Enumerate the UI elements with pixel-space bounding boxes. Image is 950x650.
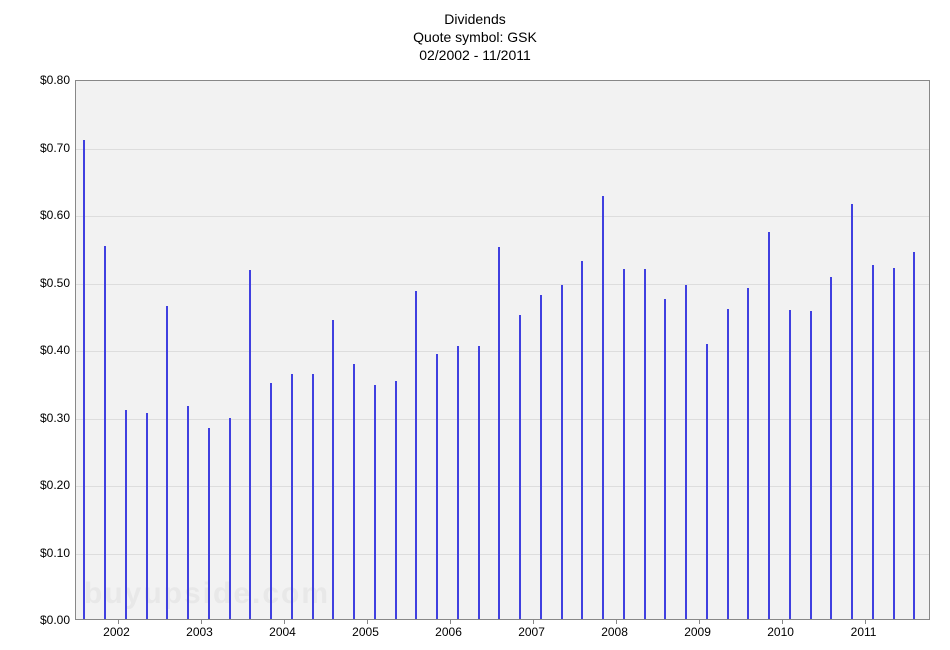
dividend-bar [540, 295, 542, 619]
dividend-bar [478, 346, 480, 619]
dividend-bar [602, 196, 604, 619]
dividends-chart: Dividends Quote symbol: GSK 02/2002 - 11… [0, 0, 950, 650]
x-tick-label: 2007 [518, 625, 545, 639]
dividend-bar [270, 383, 272, 619]
dividend-bar [208, 428, 210, 619]
x-tick-label: 2002 [103, 625, 130, 639]
x-tick-label: 2010 [767, 625, 794, 639]
y-tick-label: $0.70 [10, 141, 70, 155]
plot-area: buyupside.com [75, 80, 930, 620]
dividend-bar [457, 346, 459, 619]
dividend-bar [810, 311, 812, 619]
x-tick-label: 2003 [186, 625, 213, 639]
x-tick [533, 619, 534, 624]
y-tick-label: $0.40 [10, 343, 70, 357]
dividend-bar [332, 320, 334, 619]
dividend-bar [644, 269, 646, 619]
dividend-bar [436, 354, 438, 619]
x-tick [118, 619, 119, 624]
x-tick [201, 619, 202, 624]
y-tick-label: $0.80 [10, 73, 70, 87]
dividend-bar [166, 306, 168, 619]
dividend-bar [727, 309, 729, 620]
x-tick-label: 2011 [851, 625, 877, 639]
dividend-bar [830, 277, 832, 619]
x-tick [699, 619, 700, 624]
dividend-bar [664, 299, 666, 619]
x-tick [367, 619, 368, 624]
dividend-bar [125, 410, 127, 619]
y-tick-label: $0.20 [10, 478, 70, 492]
x-tick-label: 2009 [684, 625, 711, 639]
y-tick-label: $0.50 [10, 276, 70, 290]
dividend-bar [249, 270, 251, 619]
gridline [76, 216, 929, 217]
dividend-bar [374, 385, 376, 619]
y-tick-label: $0.30 [10, 411, 70, 425]
dividend-bar [623, 269, 625, 619]
gridline [76, 486, 929, 487]
dividend-bar [83, 140, 85, 619]
dividend-bar [893, 268, 895, 619]
dividend-bar [415, 291, 417, 619]
dividend-bar [519, 315, 521, 619]
x-tick [616, 619, 617, 624]
gridline [76, 419, 929, 420]
x-tick [450, 619, 451, 624]
chart-title: Dividends Quote symbol: GSK 02/2002 - 11… [0, 10, 950, 65]
gridline [76, 351, 929, 352]
dividend-bar [498, 247, 500, 619]
x-tick [284, 619, 285, 624]
dividend-bar [104, 246, 106, 619]
gridline [76, 149, 929, 150]
gridline [76, 554, 929, 555]
x-tick-label: 2006 [435, 625, 462, 639]
x-tick-label: 2008 [601, 625, 628, 639]
dividend-bar [291, 374, 293, 619]
y-tick-label: $0.10 [10, 546, 70, 560]
dividend-bar [353, 364, 355, 619]
dividend-bar [395, 381, 397, 619]
dividend-bar [851, 204, 853, 619]
dividend-bar [747, 288, 749, 619]
dividend-bar [706, 344, 708, 619]
dividend-bar [561, 285, 563, 619]
dividend-bar [581, 261, 583, 619]
x-tick [865, 619, 866, 624]
dividend-bar [913, 252, 915, 619]
title-line-3: 02/2002 - 11/2011 [0, 46, 950, 64]
dividend-bar [146, 413, 148, 619]
dividend-bar [312, 374, 314, 619]
title-line-1: Dividends [0, 10, 950, 28]
dividend-bar [768, 232, 770, 619]
dividend-bar [872, 265, 874, 619]
dividend-bar [789, 310, 791, 619]
x-tick-label: 2004 [269, 625, 296, 639]
dividend-bar [229, 418, 231, 619]
x-tick [782, 619, 783, 624]
dividend-bar [685, 285, 687, 619]
x-tick-label: 2005 [352, 625, 379, 639]
gridline [76, 284, 929, 285]
y-tick-label: $0.00 [10, 613, 70, 627]
y-tick-label: $0.60 [10, 208, 70, 222]
dividend-bar [187, 406, 189, 619]
title-line-2: Quote symbol: GSK [0, 28, 950, 46]
